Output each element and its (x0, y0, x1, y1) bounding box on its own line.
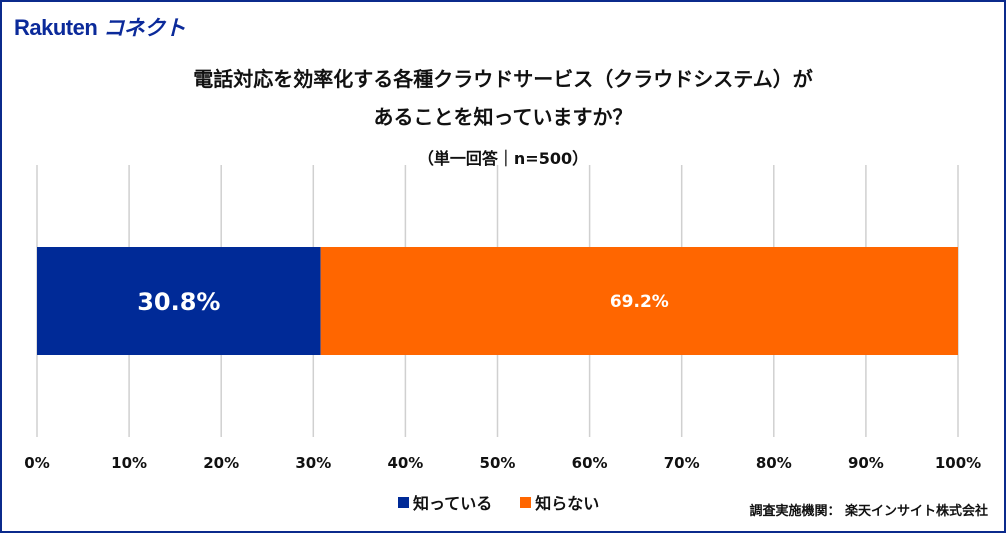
bar-segment (37, 247, 321, 355)
x-tick-label: 50% (480, 454, 516, 472)
x-tick-label: 60% (572, 454, 608, 472)
source-note: 調査実施機関： 楽天インサイト株式会社 (749, 504, 988, 519)
x-tick-label: 0% (24, 454, 49, 472)
x-tick-label: 90% (848, 454, 884, 472)
data-label: 69.2% (610, 292, 669, 312)
data-label: 30.8% (137, 288, 220, 316)
rakuten-connect-logo: Rakuten コネクト (14, 12, 186, 42)
chart-title-line2: あることを知っていますか？ (373, 105, 633, 129)
legend-item-known: 知っている (398, 490, 492, 514)
legend-label: 知っている (413, 494, 493, 513)
x-tick-label: 70% (664, 454, 700, 472)
x-tick-label: 20% (203, 454, 239, 472)
x-tick-label: 100% (935, 454, 981, 472)
x-tick-label: 10% (111, 454, 147, 472)
x-tick-label: 80% (756, 454, 792, 472)
chart-subtitle: （単一回答｜n=500） (417, 149, 589, 168)
bar-segment (320, 247, 959, 355)
logo-kana: コネクト (103, 17, 186, 40)
x-tick-label: 30% (295, 454, 331, 472)
legend-swatch (520, 497, 532, 508)
legend-swatch (398, 497, 409, 508)
legend-label: 知らない (535, 494, 600, 513)
chart-title-line1: 電話対応を効率化する各種クラウドサービス（クラウドシステム）が (193, 67, 813, 91)
x-tick-label: 40% (387, 454, 423, 472)
logo-text: Rakuten (14, 15, 98, 40)
legend-item-unknown: 知らない (520, 490, 599, 514)
legend: 知っている 知らない (398, 490, 599, 514)
